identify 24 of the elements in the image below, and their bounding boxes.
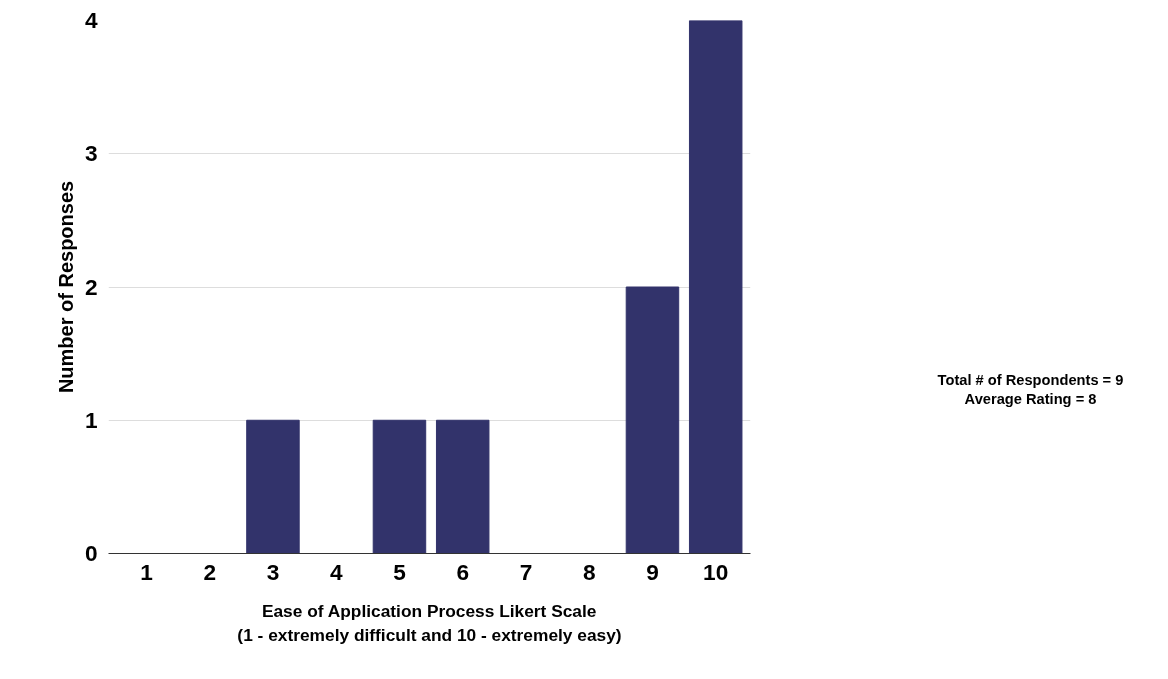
bar	[688, 20, 743, 554]
x-tick-label: 2	[203, 558, 217, 585]
bar	[372, 419, 427, 554]
y-tick-label: 0	[84, 540, 98, 566]
y-tick-label: 3	[84, 140, 98, 167]
x-tick-label: 1	[140, 558, 153, 585]
bar	[625, 286, 680, 554]
text: Total # of Respondents = 9	[937, 371, 1124, 388]
x-tick-label: 5	[393, 558, 406, 585]
x-tick-label: 9	[646, 558, 659, 585]
x-tick-label: 6	[456, 558, 470, 585]
x-tick-label: 3	[266, 558, 280, 585]
x-tick-label: 4	[329, 558, 343, 585]
y-tick-label: 4	[84, 7, 98, 33]
y-tick-label: 2	[84, 273, 98, 300]
text: Average Rating = 8	[964, 390, 1097, 407]
bar	[246, 419, 300, 554]
x-axis-title: Ease of Application Process Likert Scale (1 - extremely difficult and 10 - extremely easy)	[237, 600, 622, 645]
x-tick-label: 7	[519, 558, 533, 585]
y-tick-label: 1	[84, 406, 98, 433]
bar	[435, 419, 490, 554]
y-axis-title: Number of Responses	[54, 180, 77, 394]
x-tick-label: 10	[703, 558, 729, 585]
x-tick-label: 8	[582, 558, 596, 585]
